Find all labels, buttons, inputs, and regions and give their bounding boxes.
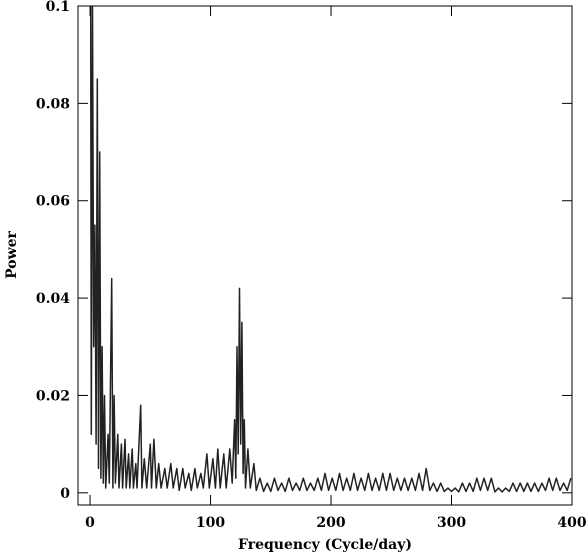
power-line [89, 6, 572, 493]
y-tick-label: 0.06 [36, 194, 70, 210]
y-tick-label: 0.1 [46, 0, 70, 15]
x-tick-label: 400 [557, 515, 586, 531]
x-axis-label: Frequency (Cycle/day) [238, 537, 412, 553]
x-tick-label: 0 [85, 515, 95, 531]
y-tick-label: 0.02 [36, 388, 70, 404]
y-tick-label: 0.08 [36, 96, 70, 112]
y-tick-label: 0 [60, 486, 70, 502]
plot-area [89, 6, 572, 493]
y-tick-label: 0.04 [36, 291, 70, 307]
y-axis-label: Power [4, 230, 20, 278]
x-tick-label: 100 [196, 515, 225, 531]
x-tick-label: 200 [316, 515, 345, 531]
x-tick-label: 300 [437, 515, 466, 531]
plot-frame [77, 5, 573, 506]
